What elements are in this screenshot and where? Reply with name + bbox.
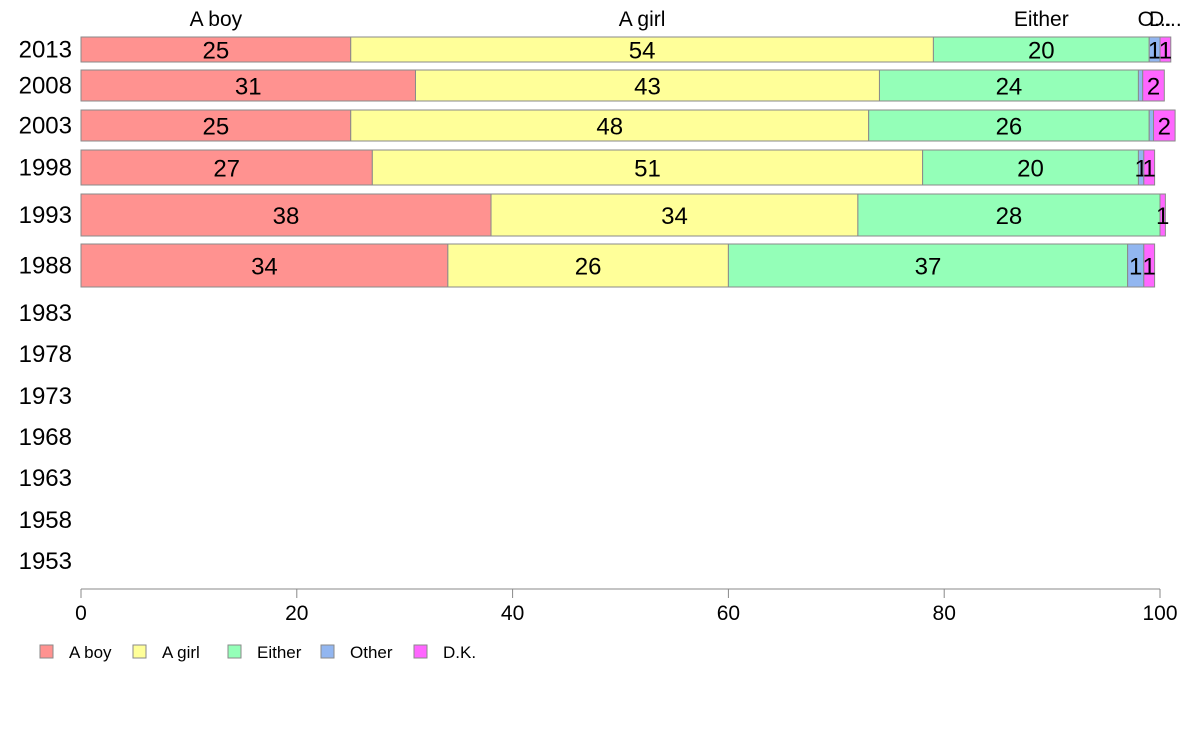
bar-a-girl-1988	[447, 243, 729, 288]
legend-label-either: Either	[257, 643, 302, 662]
category-label-1993: 1993	[19, 202, 72, 229]
x-tick-label-60: 60	[717, 602, 740, 625]
data-label-a-girl-2003: 48	[596, 114, 623, 141]
category-label-1958: 1958	[19, 507, 72, 534]
data-label-a-girl-2013: 54	[629, 38, 656, 65]
category-label-1973: 1973	[19, 383, 72, 410]
data-label-a-boy-2008: 31	[235, 74, 262, 101]
x-tick-label-0: 0	[75, 602, 87, 625]
data-label-other-2013: 1	[1148, 38, 1161, 65]
category-label-1978: 1978	[19, 341, 72, 368]
legend-label-a-boy: A boy	[69, 643, 112, 662]
legend-swatch-other	[320, 644, 335, 659]
bar-a-girl-1993	[490, 193, 859, 237]
legend-label-a-girl: A girl	[162, 643, 200, 662]
bar-d-k-1993	[1159, 193, 1166, 237]
bar-a-girl-2008	[414, 69, 880, 102]
bar-a-girl-1998	[371, 149, 924, 186]
data-label-other-1988: 1	[1129, 254, 1142, 281]
header-label-a-boy: A boy	[190, 8, 243, 31]
legend-swatch-a-boy	[39, 644, 54, 659]
legend-swatch-a-girl	[132, 644, 147, 659]
bar-a-boy-2003	[80, 109, 352, 142]
header-label-either: Either	[1014, 8, 1069, 31]
data-label-a-boy-2003: 25	[203, 114, 230, 141]
data-label-a-boy-1998: 27	[213, 156, 240, 183]
bar-d-k-2008	[1142, 69, 1165, 102]
x-tick-label-80: 80	[933, 602, 956, 625]
category-label-1988: 1988	[19, 253, 72, 280]
bar-a-boy-1998	[80, 149, 373, 186]
data-label-either-2008: 24	[996, 74, 1023, 101]
bar-a-boy-1988	[80, 243, 449, 288]
data-label-either-1993: 28	[996, 203, 1023, 230]
data-label-d-k-2013: 1	[1159, 38, 1172, 65]
bar-either-1988	[727, 243, 1129, 288]
bar-a-girl-2003	[350, 109, 870, 142]
header-label-a-girl: A girl	[619, 8, 666, 31]
data-label-either-2003: 26	[996, 114, 1023, 141]
x-tick-label-20: 20	[285, 602, 308, 625]
bar-other-2003	[1148, 109, 1155, 142]
category-label-1968: 1968	[19, 424, 72, 451]
bar-a-boy-1993	[80, 193, 492, 237]
data-label-either-2013: 20	[1028, 38, 1055, 65]
data-label-a-girl-1993: 34	[661, 203, 688, 230]
data-label-either-1988: 37	[915, 254, 942, 281]
data-label-d-k-1998: 1	[1143, 156, 1156, 183]
column-header-labels: A boy A girl Either O...D...	[190, 8, 1182, 31]
legend-swatch-d-k	[413, 644, 428, 659]
x-axis: 0 20 40 60 80 100	[75, 588, 1178, 625]
category-label-2008: 2008	[19, 73, 72, 100]
bar-other-2008	[1137, 69, 1144, 102]
category-label-1998: 1998	[19, 155, 72, 182]
category-label-2003: 2003	[19, 113, 72, 140]
bar-a-girl-2013	[350, 36, 934, 63]
data-label-a-girl-2008: 43	[634, 74, 661, 101]
data-label-a-girl-1988: 26	[575, 254, 602, 281]
header-label-other: O...	[1138, 8, 1172, 31]
data-label-a-boy-1988: 34	[251, 254, 278, 281]
data-label-d-k-1993: 1	[1156, 203, 1169, 230]
bar-either-1998	[922, 149, 1139, 186]
x-tick-label-100: 100	[1142, 602, 1177, 625]
data-label-either-1998: 20	[1017, 156, 1044, 183]
header-label-d-k: D...	[1149, 8, 1182, 31]
category-label-2013: 2013	[19, 37, 72, 64]
legend-swatch-either	[227, 644, 242, 659]
legend: A boy A girl Either Other D.K.	[39, 643, 476, 662]
bar-either-2008	[878, 69, 1139, 102]
category-labels: 2013 2008 2003 1998 1993 1988 1983 1978 1973 1968…	[19, 37, 72, 576]
category-label-1983: 1983	[19, 300, 72, 327]
data-label-d-k-2008: 2	[1147, 74, 1160, 101]
data-label-d-k-2003: 2	[1158, 114, 1171, 141]
legend-label-d-k: D.K.	[443, 643, 476, 662]
x-tick-label-40: 40	[501, 602, 524, 625]
data-label-a-boy-1993: 38	[273, 203, 300, 230]
bar-either-2003	[868, 109, 1150, 142]
data-label-a-boy-2013: 25	[203, 38, 230, 65]
category-label-1963: 1963	[19, 465, 72, 492]
data-label-d-k-1988: 1	[1143, 254, 1156, 281]
bar-d-k-2013	[1159, 36, 1172, 63]
bar-either-1993	[857, 193, 1161, 237]
bar-d-k-1998	[1143, 149, 1156, 186]
legend-label-other: Other	[350, 643, 393, 662]
data-label-a-girl-1998: 51	[634, 156, 661, 183]
bar-d-k-2003	[1153, 109, 1176, 142]
category-label-1953: 1953	[19, 548, 72, 575]
bar-d-k-1988	[1143, 243, 1156, 288]
